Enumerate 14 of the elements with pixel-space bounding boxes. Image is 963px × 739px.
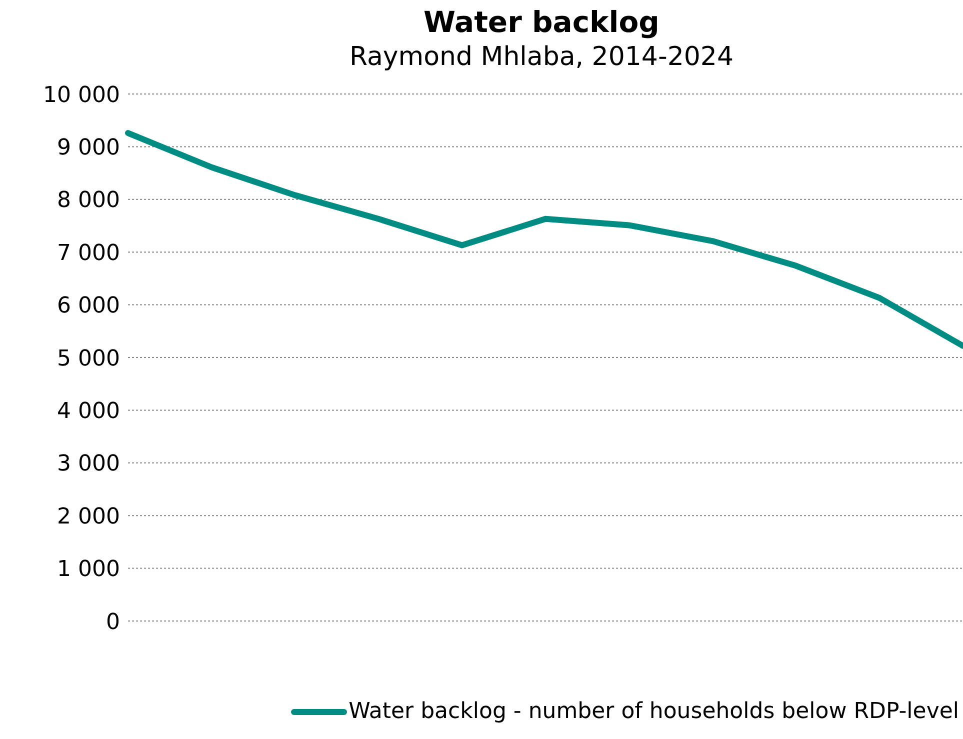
legend-label: Water backlog - number of households below RDP-level — [348, 699, 959, 724]
y-tick-label: 1 000 — [57, 557, 120, 582]
y-tick-label: 9 000 — [57, 136, 120, 161]
chart-title: Water backlog — [422, 4, 660, 40]
y-tick-label: 2 000 — [57, 504, 120, 530]
y-tick-label: 10 000 — [43, 82, 120, 108]
y-tick-label: 7 000 — [57, 240, 120, 266]
y-tick-label: 4 000 — [57, 399, 120, 424]
y-tick-label: 3 000 — [57, 452, 120, 477]
y-tick-label: 5 000 — [57, 346, 120, 372]
chart-subtitle: Raymond Mhlaba, 2014-2024 — [348, 41, 735, 74]
y-tick-label: 0 — [106, 610, 120, 635]
y-tick-label: 6 000 — [57, 294, 120, 319]
y-tick-label: 8 000 — [57, 188, 120, 214]
